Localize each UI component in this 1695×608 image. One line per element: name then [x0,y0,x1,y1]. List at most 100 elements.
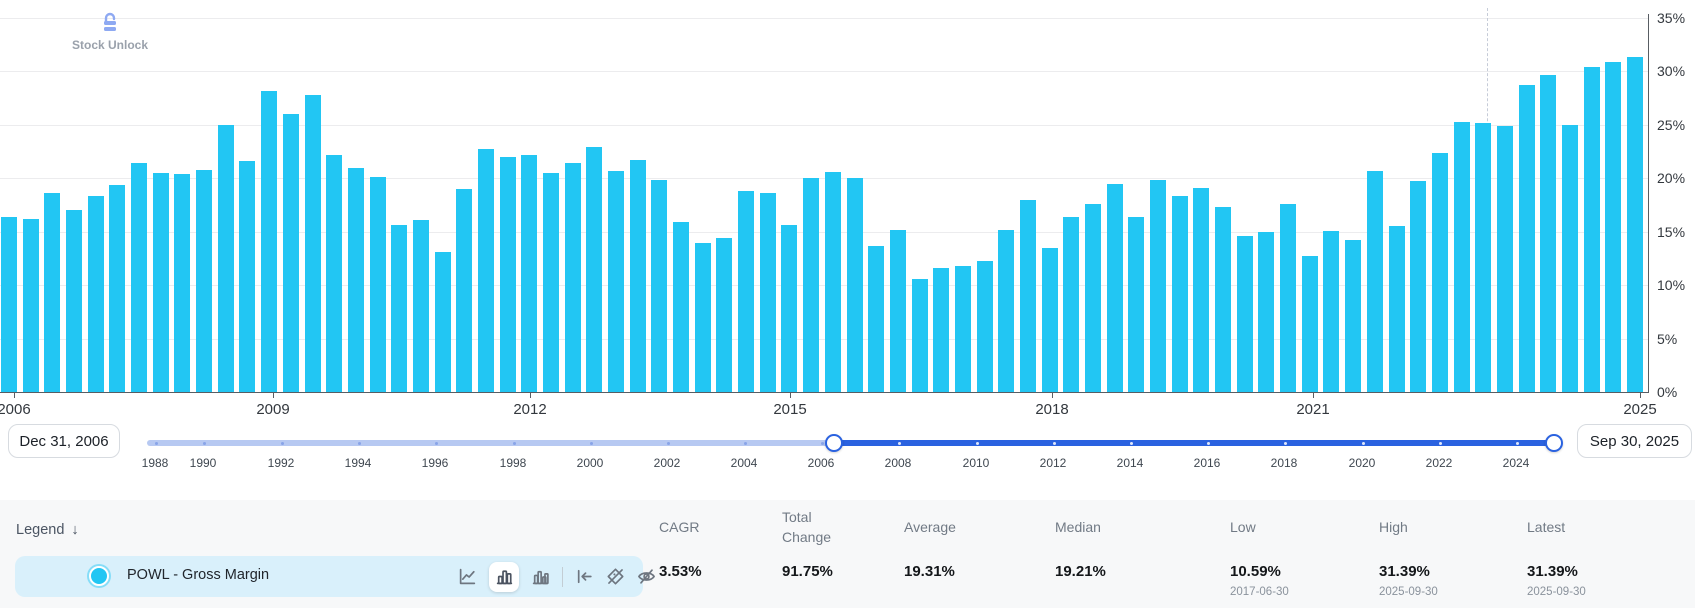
bar[interactable] [1323,230,1340,392]
slider-track-selected[interactable] [832,440,1552,446]
bar[interactable] [196,169,213,392]
bar[interactable] [673,222,690,392]
bar[interactable] [456,188,473,392]
stat-column-header: Median [1055,519,1101,536]
bar[interactable] [304,94,321,392]
grouped-bar-chart-icon[interactable] [531,567,550,586]
bar[interactable] [1,216,17,392]
bar[interactable] [44,193,61,392]
bar[interactable] [954,265,971,392]
bar[interactable] [846,178,863,392]
bar[interactable] [651,180,668,392]
bar[interactable] [933,268,950,392]
bar[interactable] [803,178,820,392]
x-axis-tick-label: 2012 [513,401,547,418]
bar[interactable] [1583,67,1600,392]
range-start-box[interactable]: Dec 31, 2006 [8,424,120,458]
bar[interactable] [1063,216,1080,392]
x-axis-tick-label: 2006 [0,401,31,418]
bar[interactable] [217,124,234,392]
slider-handle-end[interactable] [1545,434,1563,452]
bar[interactable] [412,219,429,392]
bar[interactable] [868,245,885,392]
slider-year-dot [744,441,747,445]
bar[interactable] [239,161,256,392]
bar[interactable] [1496,125,1513,392]
bar[interactable] [694,243,711,392]
bar[interactable] [781,225,798,392]
bar[interactable] [1410,181,1427,392]
range-end-box[interactable]: Sep 30, 2025 [1577,424,1692,458]
bar[interactable] [998,229,1015,392]
stat-column-header: Low [1230,519,1256,536]
bar[interactable] [499,156,516,392]
bar[interactable] [1150,180,1167,392]
bar[interactable] [477,149,494,392]
bar[interactable] [1518,85,1535,392]
collapse-left-icon[interactable] [575,567,594,586]
bar[interactable] [434,252,451,392]
bar[interactable] [1431,152,1448,392]
tag-off-icon[interactable] [606,567,625,586]
bar[interactable] [1388,226,1405,392]
slider-year-label: 1988 [141,456,169,470]
bar[interactable] [347,167,364,392]
series-legend-row[interactable]: POWL - Gross Margin [15,556,655,597]
bar[interactable] [608,170,625,392]
bar[interactable] [1128,216,1145,392]
bar[interactable] [1475,122,1492,392]
bar[interactable] [326,154,343,392]
bar[interactable] [629,160,646,392]
bar[interactable] [1301,256,1318,392]
bar[interactable] [1085,203,1101,392]
bar[interactable] [1106,183,1123,392]
bar[interactable] [109,184,126,392]
bar[interactable] [738,191,755,392]
bar[interactable] [1627,56,1643,392]
bar[interactable] [716,238,733,392]
y-axis-tick-label: 0% [1657,384,1678,400]
bar[interactable] [261,90,278,392]
bar[interactable] [282,114,299,392]
bar[interactable] [521,154,538,392]
bar[interactable] [22,218,39,392]
bar[interactable] [1258,231,1275,392]
bar[interactable] [911,278,928,392]
bar[interactable] [66,210,83,392]
bar[interactable] [1453,121,1470,392]
bar[interactable] [586,147,603,392]
bar[interactable] [1215,207,1232,392]
bar[interactable] [759,193,776,392]
bar[interactable] [976,260,993,392]
bar[interactable] [1605,61,1622,392]
bar[interactable] [1193,187,1210,392]
bar[interactable] [564,163,581,392]
bar[interactable] [1280,203,1297,392]
watermark: Stock Unlock [60,12,160,52]
slider-year-dot [1284,441,1287,445]
slider-year-dot [513,441,516,445]
bar[interactable] [174,174,191,392]
bar[interactable] [1171,196,1188,392]
bar[interactable] [1041,247,1058,392]
bar[interactable] [152,172,169,392]
bar[interactable] [369,177,386,392]
bar-chart-icon[interactable] [489,561,519,592]
bar[interactable] [824,171,841,392]
bar[interactable] [131,163,148,392]
bar[interactable] [1236,235,1253,392]
bar[interactable] [391,225,408,392]
slider-handle-start[interactable] [825,434,843,452]
legend-sort-header[interactable]: Legend ↓ [16,522,79,538]
bar[interactable] [543,172,559,392]
bar[interactable] [1366,170,1383,392]
bar[interactable] [1345,240,1362,392]
y-axis-tick-label: 10% [1657,277,1686,294]
bar[interactable] [87,196,104,392]
bar[interactable] [889,229,906,392]
bar[interactable] [1561,124,1578,392]
line-chart-icon[interactable] [458,567,477,586]
eye-off-icon[interactable] [637,567,656,586]
bar[interactable] [1540,74,1557,392]
bar[interactable] [1019,199,1036,392]
